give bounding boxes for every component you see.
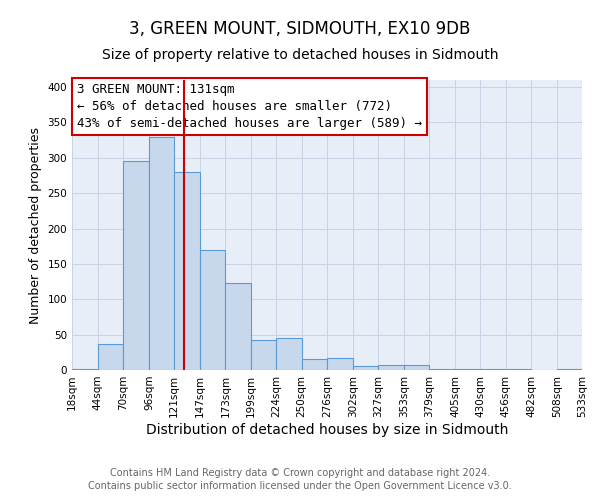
Text: Size of property relative to detached houses in Sidmouth: Size of property relative to detached ho… <box>102 48 498 62</box>
Bar <box>174 172 200 370</box>
Bar <box>251 340 276 370</box>
Y-axis label: Number of detached properties: Number of detached properties <box>29 126 42 324</box>
Bar <box>72 368 98 370</box>
X-axis label: Distribution of detached houses by size in Sidmouth: Distribution of detached houses by size … <box>146 422 508 436</box>
Bar <box>378 365 404 370</box>
Bar <box>98 344 124 370</box>
Bar <box>149 136 174 370</box>
Bar <box>328 358 353 370</box>
Bar <box>480 368 506 370</box>
Bar <box>200 250 226 370</box>
Bar <box>124 162 149 370</box>
Text: 3, GREEN MOUNT, SIDMOUTH, EX10 9DB: 3, GREEN MOUNT, SIDMOUTH, EX10 9DB <box>130 20 470 38</box>
Bar <box>226 283 251 370</box>
Text: 3 GREEN MOUNT: 131sqm
← 56% of detached houses are smaller (772)
43% of semi-det: 3 GREEN MOUNT: 131sqm ← 56% of detached … <box>77 83 422 130</box>
Bar <box>302 358 328 370</box>
Bar <box>557 368 582 370</box>
Text: Contains public sector information licensed under the Open Government Licence v3: Contains public sector information licen… <box>88 481 512 491</box>
Bar <box>353 366 378 370</box>
Bar <box>404 365 430 370</box>
Bar <box>276 338 302 370</box>
Text: Contains HM Land Registry data © Crown copyright and database right 2024.: Contains HM Land Registry data © Crown c… <box>110 468 490 477</box>
